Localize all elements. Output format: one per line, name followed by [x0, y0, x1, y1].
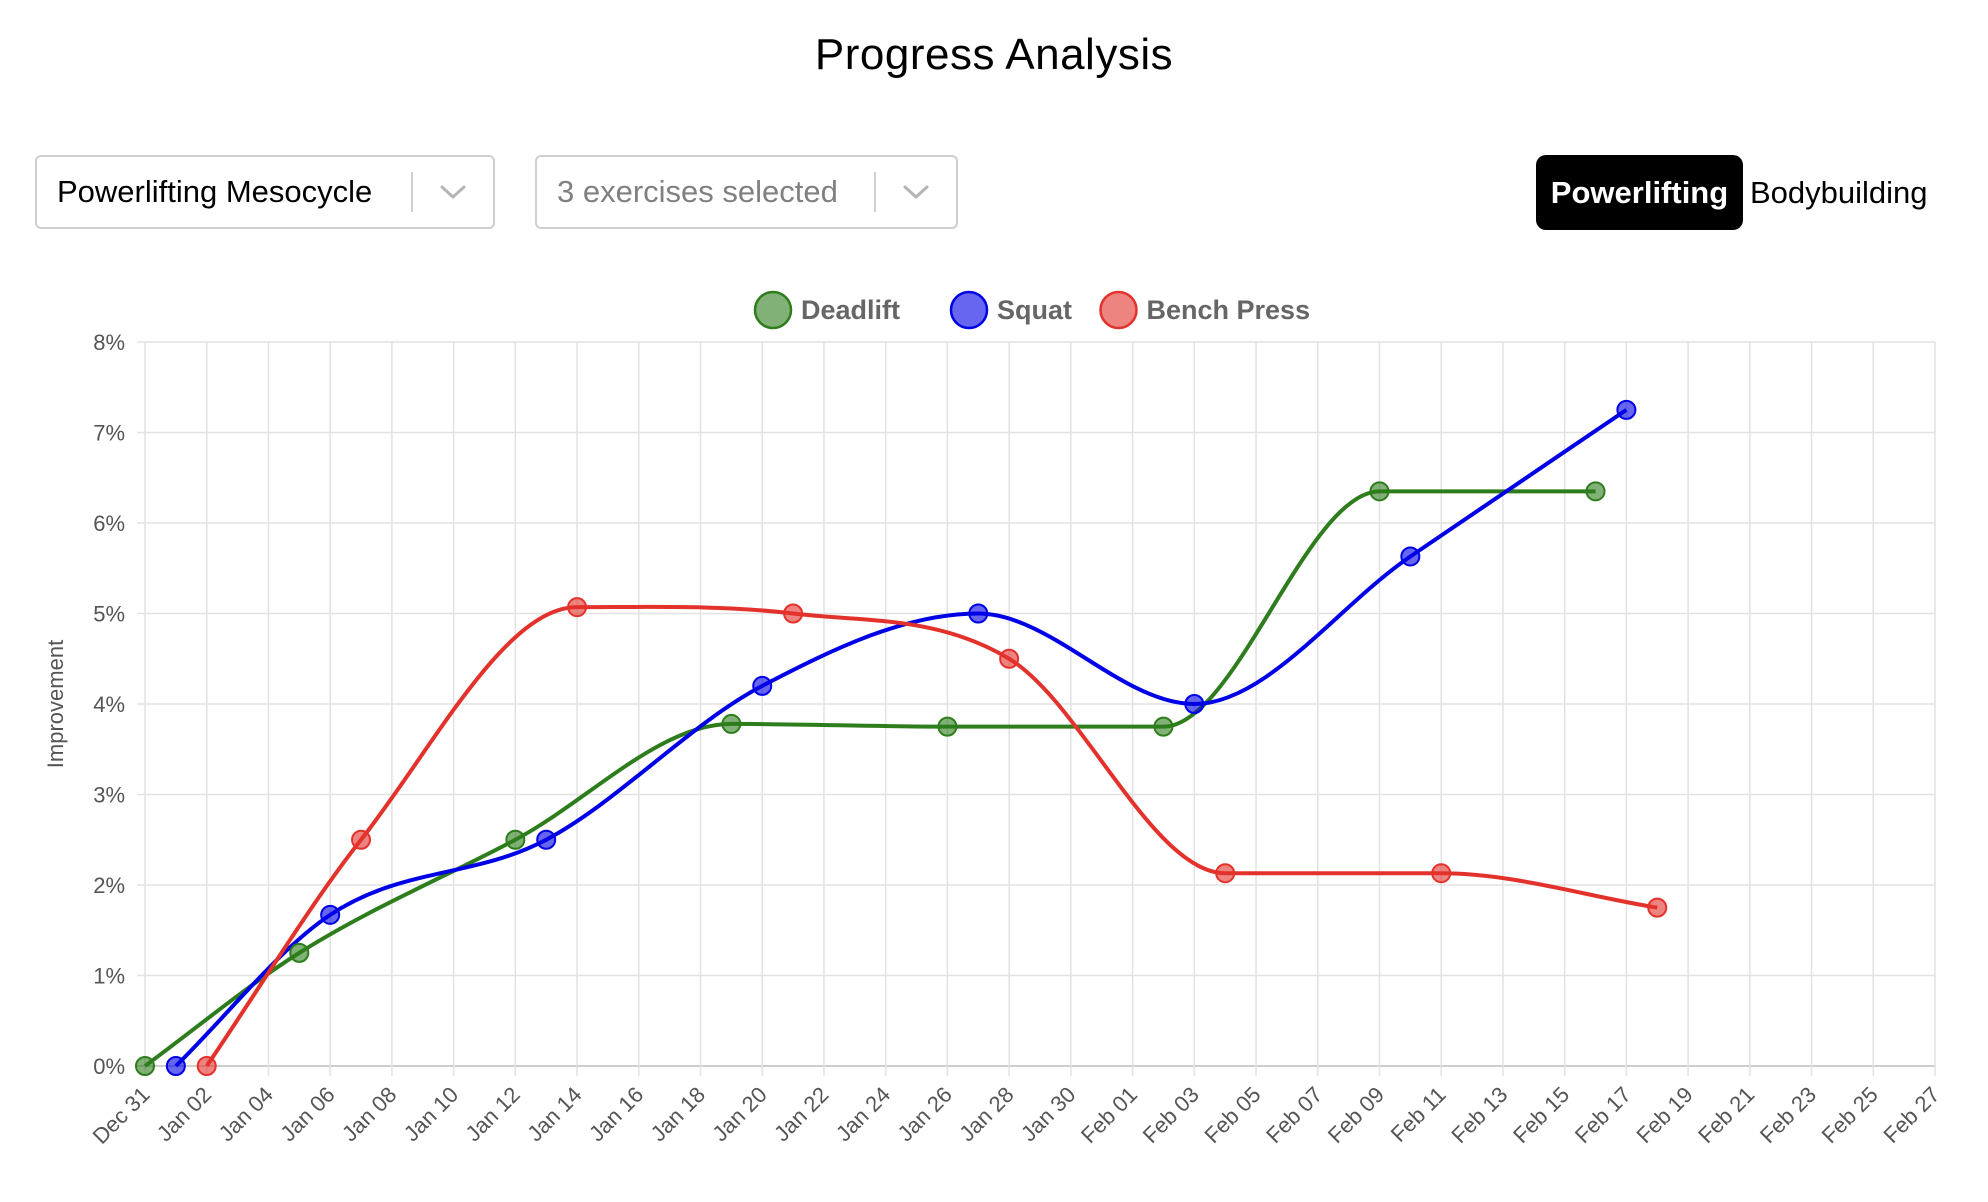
y-tick-label: 8%	[93, 330, 125, 355]
legend-label: Deadlift	[801, 295, 900, 325]
data-point	[351, 829, 372, 850]
data-point	[505, 829, 526, 850]
mesocycle-select-value: Powerlifting Mesocycle	[57, 174, 373, 209]
x-tick-label: Feb 09	[1323, 1082, 1389, 1148]
data-point	[783, 603, 804, 624]
data-point	[721, 713, 742, 734]
exercise-select-placeholder: 3 exercises selected	[557, 174, 838, 209]
x-tick-label: Jan 04	[214, 1082, 278, 1146]
x-tick-label: Jan 10	[399, 1082, 463, 1146]
data-point	[135, 1056, 155, 1076]
x-tick-label: Jan 20	[707, 1082, 771, 1146]
y-tick-label: 7%	[93, 421, 125, 446]
chevron-down-icon[interactable]	[876, 183, 956, 201]
x-tick-label: Dec 31	[88, 1082, 155, 1149]
data-point	[567, 597, 588, 618]
data-point	[999, 648, 1020, 669]
x-tick-label: Jan 26	[893, 1082, 957, 1146]
data-point	[752, 675, 773, 696]
x-tick-label: Feb 23	[1755, 1082, 1821, 1148]
x-tick-label: Jan 02	[152, 1082, 216, 1146]
x-tick-label: Jan 16	[584, 1082, 648, 1146]
data-point	[289, 942, 310, 963]
x-tick-label: Feb 05	[1199, 1082, 1265, 1148]
legend-marker	[753, 290, 793, 330]
y-tick-label: 1%	[93, 964, 125, 989]
chevron-down-icon[interactable]	[413, 183, 493, 201]
x-tick-label: Feb 11	[1386, 1082, 1451, 1147]
y-axis-label: Improvement	[43, 640, 68, 768]
y-tick-label: 5%	[93, 602, 125, 627]
x-tick-label: Feb 27	[1878, 1082, 1944, 1148]
x-tick-label: Feb 13	[1446, 1082, 1512, 1148]
y-tick-label: 3%	[93, 783, 125, 808]
x-tick-label: Feb 15	[1508, 1082, 1574, 1148]
x-tick-label: Jan 14	[522, 1082, 586, 1146]
data-point	[320, 904, 341, 925]
series-line-bench-press	[205, 604, 1658, 1068]
data-point	[968, 603, 989, 624]
data-point	[1616, 399, 1637, 420]
y-tick-label: 0%	[93, 1054, 125, 1079]
x-tick-label: Feb 01	[1076, 1082, 1142, 1148]
x-tick-label: Feb 07	[1261, 1082, 1327, 1148]
data-point	[1369, 481, 1390, 502]
series-line-squat	[174, 408, 1628, 1068]
select-separator	[411, 172, 413, 212]
x-tick-label: Jan 24	[831, 1082, 895, 1146]
data-point	[937, 716, 958, 737]
x-tick-label: Feb 25	[1817, 1082, 1883, 1148]
x-tick-label: Jan 06	[275, 1082, 339, 1146]
select-separator	[874, 172, 876, 212]
data-point	[1400, 546, 1421, 567]
page-title: Progress Analysis	[814, 30, 1174, 79]
y-tick-label: 6%	[93, 511, 125, 536]
legend-label: Bench Press	[1147, 295, 1311, 325]
legend-label: Squat	[997, 295, 1072, 325]
powerlifting-toggle[interactable]: Powerlifting	[1536, 155, 1743, 230]
x-tick-label: Feb 17	[1570, 1082, 1636, 1148]
x-tick-label: Jan 30	[1016, 1082, 1080, 1146]
x-tick-label: Feb 03	[1138, 1082, 1204, 1148]
legend-marker	[949, 290, 989, 330]
x-tick-label: Jan 12	[460, 1082, 524, 1146]
x-tick-label: Feb 21	[1693, 1082, 1759, 1148]
x-tick-label: Jan 28	[954, 1082, 1018, 1146]
x-tick-label: Jan 18	[646, 1082, 710, 1146]
exercise-select[interactable]: 3 exercises selected	[535, 155, 958, 229]
mesocycle-select[interactable]: Powerlifting Mesocycle	[35, 155, 495, 229]
series-line-deadlift	[143, 489, 1596, 1068]
data-point	[1184, 694, 1205, 714]
data-point	[1647, 897, 1668, 918]
x-tick-label: Feb 19	[1632, 1082, 1698, 1148]
data-point	[1431, 863, 1452, 884]
data-point	[165, 1056, 186, 1076]
y-tick-label: 4%	[93, 692, 125, 717]
data-point	[1153, 716, 1174, 737]
x-tick-label: Jan 22	[769, 1082, 833, 1146]
x-tick-label: Jan 08	[337, 1082, 401, 1146]
bodybuilding-toggle[interactable]: Bodybuilding	[1750, 174, 1928, 210]
data-point	[1215, 863, 1236, 884]
y-tick-label: 2%	[93, 873, 125, 898]
legend-marker	[1099, 290, 1138, 330]
data-point	[1585, 481, 1606, 502]
data-point	[196, 1056, 217, 1076]
data-point	[536, 829, 557, 850]
